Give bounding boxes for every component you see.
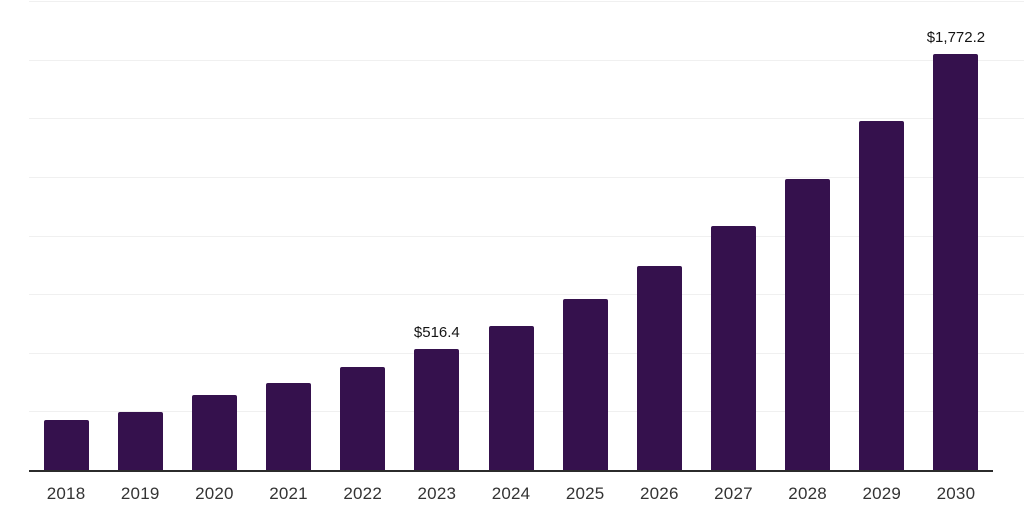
x-axis-line: [29, 470, 993, 472]
bar-2022: [340, 366, 386, 470]
bar-2021: [266, 383, 312, 470]
data-label-2023: $516.4: [413, 323, 460, 341]
x-tick-label-2025: 2025: [565, 484, 605, 503]
x-tick-label-2026: 2026: [639, 484, 679, 503]
bar-2023: [414, 348, 460, 470]
x-tick-label-2024: 2024: [491, 484, 531, 503]
x-tick-label-2021: 2021: [269, 484, 308, 503]
bar-2028: [785, 179, 831, 470]
bar-2025: [562, 299, 608, 470]
bar-2019: [117, 411, 163, 470]
bar-2027: [710, 225, 756, 470]
x-tick-label-2029: 2029: [862, 484, 902, 503]
gridline: [29, 59, 1024, 61]
gridline: [29, 235, 1024, 237]
gridline: [29, 1, 1024, 2]
gridline: [29, 118, 1024, 120]
x-tick-label-2020: 2020: [195, 484, 234, 503]
x-tick-label-2030: 2030: [936, 484, 976, 503]
gridline: [29, 294, 1024, 296]
x-tick-label-2019: 2019: [120, 484, 160, 503]
bar-2030: [933, 54, 979, 470]
bar-2026: [636, 266, 682, 470]
bar-2020: [191, 395, 237, 470]
x-tick-label-2023: 2023: [417, 484, 457, 503]
x-tick-label-2022: 2022: [343, 484, 382, 503]
x-tick-label-2018: 2018: [46, 484, 86, 503]
bar-2029: [859, 120, 905, 470]
gridline: [29, 176, 1024, 178]
x-tick-label-2027: 2027: [714, 484, 753, 503]
data-label-2030: $1,772.2: [926, 29, 986, 47]
bar-2018: [43, 419, 89, 470]
x-tick-label-2028: 2028: [788, 484, 827, 503]
bar-2024: [488, 326, 534, 470]
